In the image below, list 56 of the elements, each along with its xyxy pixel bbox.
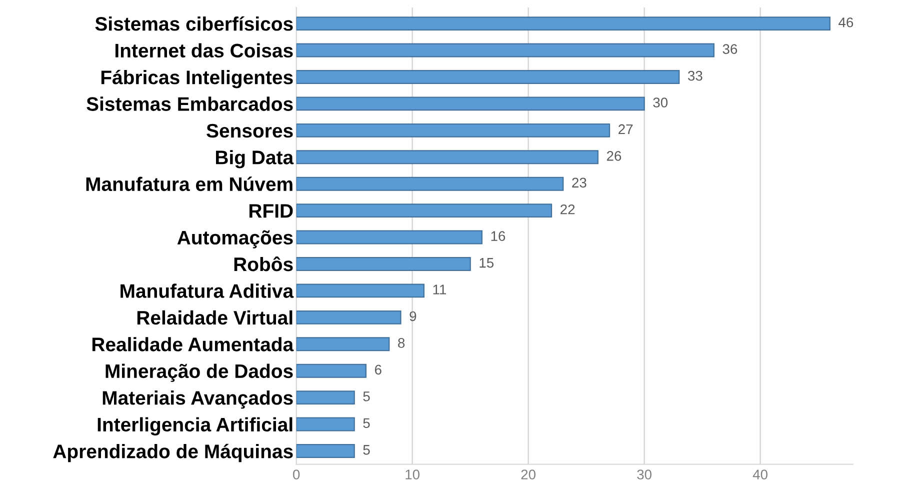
data-label: 30 (653, 98, 668, 108)
y-tick-label: Materiais Avançados (102, 390, 293, 409)
y-tick-label: RFID (250, 204, 293, 218)
y-tick-label: Manufatura em Núvem (86, 176, 292, 192)
x-tick-label: 0 (293, 470, 300, 480)
x-tick-label: 20 (521, 470, 536, 480)
bar (296, 230, 482, 244)
y-tick-label: Manufatura Aditiva (120, 284, 294, 298)
y-tick-label: Aprendizado de Máquinas (53, 444, 293, 462)
bar (296, 337, 390, 352)
bar (296, 364, 366, 378)
y-tick-label: Internet das Coisas (116, 43, 293, 58)
y-tick-label: Sensores (206, 124, 293, 138)
bar (296, 444, 355, 458)
y-tick-label: Automações (177, 230, 293, 248)
data-label: 5 (363, 418, 370, 428)
bar (296, 390, 355, 405)
data-label: 8 (398, 338, 405, 348)
bar (296, 417, 355, 432)
data-label: 26 (606, 151, 622, 161)
data-label: 11 (433, 284, 446, 294)
data-label: 5 (363, 392, 370, 402)
data-label: 15 (480, 258, 494, 268)
x-tick-label: 30 (637, 470, 652, 480)
bar (296, 16, 830, 31)
bar (296, 284, 424, 298)
bar (296, 96, 645, 111)
y-tick-label: Mineração de Dados (106, 364, 293, 382)
data-label: 36 (722, 44, 738, 54)
y-tick-label: Sistemas Embarcados (86, 96, 293, 111)
bar (296, 176, 564, 191)
y-tick-label: Robôs (234, 256, 293, 272)
data-label: 33 (688, 70, 702, 81)
data-label: 5 (363, 445, 370, 455)
data-label: 16 (491, 231, 506, 242)
bar (296, 123, 610, 138)
bar (296, 204, 552, 218)
x-tick-label: 40 (752, 470, 768, 480)
y-tick-label: Sistemas ciberfísicos (95, 16, 293, 31)
data-label: 46 (838, 17, 854, 28)
data-label: 27 (618, 124, 633, 134)
bar (296, 310, 402, 324)
bar (296, 257, 471, 271)
bar (296, 70, 680, 84)
y-tick-label: Interligencia Artificial (98, 417, 292, 436)
data-label: 9 (410, 311, 416, 322)
x-tick-label: 10 (406, 470, 420, 480)
bar (296, 43, 714, 58)
y-tick-label: Realidade Aumentada (92, 337, 294, 352)
data-label: 23 (572, 178, 586, 188)
data-label: 22 (560, 204, 575, 214)
bar (296, 150, 598, 164)
y-tick-label: Relaidade Virtual (137, 310, 292, 325)
data-label: 6 (374, 364, 382, 375)
y-tick-label: Fábricas Inteligentes (101, 70, 293, 88)
y-tick-label: Big Data (216, 150, 294, 168)
